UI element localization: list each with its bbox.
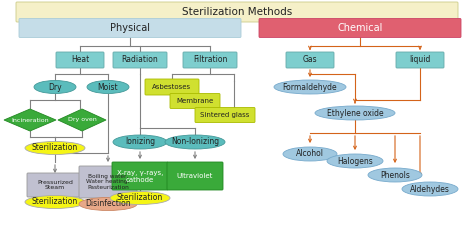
Text: Gas: Gas	[303, 56, 317, 64]
Text: liquid: liquid	[410, 56, 431, 64]
Ellipse shape	[165, 135, 225, 149]
Ellipse shape	[283, 147, 337, 161]
Text: Sterilization: Sterilization	[32, 144, 78, 153]
FancyBboxPatch shape	[167, 162, 223, 190]
FancyBboxPatch shape	[112, 162, 168, 190]
Ellipse shape	[34, 81, 76, 93]
Ellipse shape	[402, 182, 458, 196]
Text: Filtration: Filtration	[193, 56, 227, 64]
Ellipse shape	[315, 106, 395, 120]
Text: Formaldehyde: Formaldehyde	[283, 83, 337, 92]
Ellipse shape	[25, 142, 85, 155]
Polygon shape	[58, 109, 106, 131]
Text: Aldehydes: Aldehydes	[410, 185, 450, 193]
FancyBboxPatch shape	[79, 166, 137, 198]
Ellipse shape	[327, 154, 383, 168]
Text: X-ray, γ-rays,
cathode: X-ray, γ-rays, cathode	[117, 169, 163, 183]
FancyBboxPatch shape	[195, 107, 255, 123]
Text: Ionizing: Ionizing	[125, 137, 155, 147]
FancyBboxPatch shape	[56, 52, 104, 68]
Ellipse shape	[87, 81, 129, 93]
Ellipse shape	[274, 80, 346, 94]
Ellipse shape	[368, 168, 422, 182]
Ellipse shape	[25, 195, 85, 209]
FancyBboxPatch shape	[183, 52, 237, 68]
FancyBboxPatch shape	[16, 2, 458, 22]
Polygon shape	[4, 109, 56, 131]
FancyBboxPatch shape	[170, 93, 220, 109]
Text: Membrane: Membrane	[176, 98, 214, 104]
Text: Dry oven: Dry oven	[68, 118, 96, 123]
Text: Chemical: Chemical	[337, 23, 383, 33]
Ellipse shape	[110, 191, 170, 205]
Text: Sterilization Methods: Sterilization Methods	[182, 7, 292, 17]
FancyBboxPatch shape	[145, 79, 199, 95]
Text: Disinfection: Disinfection	[85, 199, 131, 209]
Text: Dry: Dry	[48, 83, 62, 92]
FancyBboxPatch shape	[286, 52, 334, 68]
Text: Alcohol: Alcohol	[296, 150, 324, 158]
FancyBboxPatch shape	[27, 173, 83, 197]
FancyBboxPatch shape	[259, 19, 461, 37]
Text: Pressurized
Steam: Pressurized Steam	[37, 180, 73, 190]
Text: Heat: Heat	[71, 56, 89, 64]
Text: Halogens: Halogens	[337, 156, 373, 165]
Text: Phenols: Phenols	[380, 171, 410, 180]
FancyBboxPatch shape	[19, 19, 241, 37]
Text: Radiation: Radiation	[122, 56, 158, 64]
Text: Asbestoses: Asbestoses	[153, 84, 191, 90]
FancyBboxPatch shape	[396, 52, 444, 68]
Ellipse shape	[79, 197, 137, 211]
Text: Ultraviolet: Ultraviolet	[177, 173, 213, 179]
Text: Boiling water,
Water heating,
Pasteurization: Boiling water, Water heating, Pasteuriza…	[86, 174, 130, 190]
Text: Sterilization: Sterilization	[32, 197, 78, 207]
Text: Non-Ionizing: Non-Ionizing	[171, 137, 219, 147]
Text: Sintered glass: Sintered glass	[201, 112, 250, 118]
Text: Incineration: Incineration	[11, 118, 49, 123]
Text: Sterilization: Sterilization	[117, 193, 163, 203]
Text: Ethylene oxide: Ethylene oxide	[327, 109, 383, 118]
Ellipse shape	[113, 135, 167, 149]
Text: Moist: Moist	[98, 83, 118, 92]
FancyBboxPatch shape	[113, 52, 167, 68]
Text: Physical: Physical	[110, 23, 150, 33]
